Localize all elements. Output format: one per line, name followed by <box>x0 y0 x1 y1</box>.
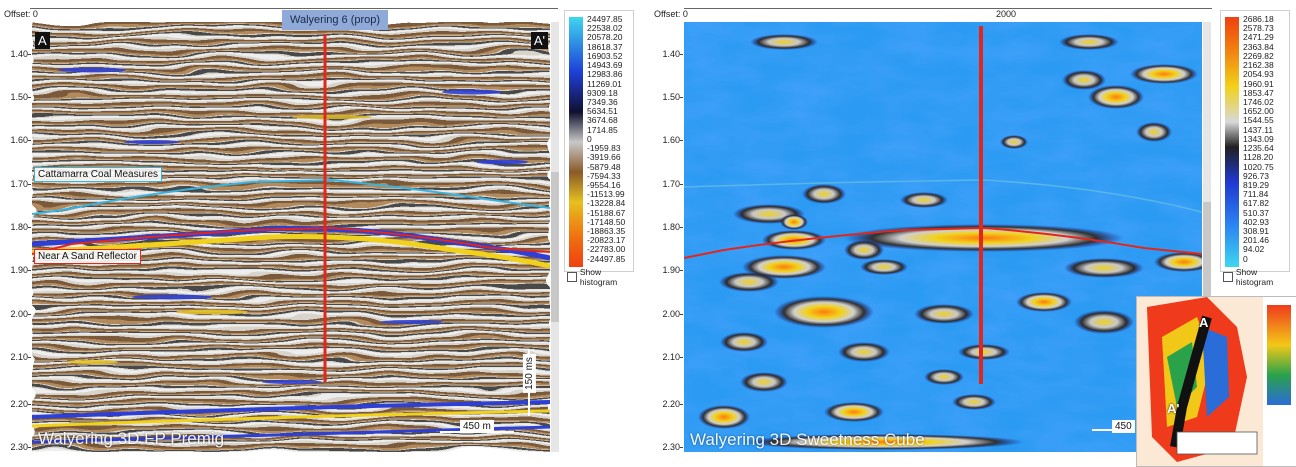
inset-marker-a: A <box>1199 315 1209 330</box>
seismic-image <box>32 22 550 452</box>
y-tick: 1.90 <box>662 265 683 275</box>
horizon-label-near-a-sand: Near A Sand Reflector <box>34 249 141 264</box>
offset-value: 0 <box>32 9 38 19</box>
near-a-sand-horizon <box>684 226 1202 259</box>
left-colorbar-gradient <box>569 17 583 267</box>
right-watermark: Walyering 3D Sweetness Cube <box>690 430 925 449</box>
y-tick: 1.40 <box>662 49 683 59</box>
left-colorbar-labels: 24497.85 22538.02 20578.20 18618.37 16903.5… <box>587 14 626 264</box>
left-seismic-section[interactable]: A A' Cattamarra Coal Measures Near A San… <box>32 22 550 452</box>
left-time-axis: 1.40 1.50 1.60 1.70 1.80 1.90 2.00 2.10 … <box>0 22 31 452</box>
right-offset-readout: Offset: 0 <box>654 8 694 21</box>
y-tick: 1.90 <box>10 265 31 275</box>
inset-location-map: A A' <box>1136 296 1296 467</box>
histogram-checkbox[interactable] <box>1223 272 1233 282</box>
offset-tick: 2000 <box>996 9 1017 19</box>
horizon-label-cattamarra: Cattamarra Coal Measures <box>34 167 163 182</box>
histogram-label: Show histogram <box>579 267 618 287</box>
left-seismic-panel: Offset: 0 1.40 1.50 1.60 1.70 1.80 1.90 … <box>0 0 640 465</box>
y-tick: 1.60 <box>10 135 31 145</box>
y-tick: 1.40 <box>10 49 31 59</box>
offset-label: Offset: <box>4 9 31 19</box>
y-tick: 1.50 <box>662 92 683 102</box>
y-tick: 1.80 <box>10 222 31 232</box>
right-sweetness-panel: Offset: 0 2000 1.40 1.50 1.60 1.70 1.80 … <box>650 0 1296 467</box>
marker-a: A <box>35 32 50 49</box>
y-tick: 2.10 <box>10 352 31 362</box>
y-tick: 2.00 <box>10 309 31 319</box>
histogram-label: Show histogram <box>1235 267 1274 287</box>
sweetness-image <box>684 22 1202 452</box>
y-tick: 2.30 <box>662 442 683 452</box>
y-tick: 2.20 <box>10 399 31 409</box>
horizontal-scale-label: 450 <box>1112 420 1135 433</box>
offset-value: 0 <box>682 9 688 19</box>
y-tick: 2.10 <box>662 352 683 362</box>
inset-map-image <box>1137 297 1291 466</box>
right-sweetness-section[interactable]: Walyering 3D Sweetness Cube 450 <box>684 22 1202 452</box>
right-offset-axis <box>684 8 1212 9</box>
y-tick: 1.80 <box>662 222 683 232</box>
y-tick: 1.70 <box>662 179 683 189</box>
left-show-histogram[interactable]: Show histogram <box>567 267 640 287</box>
right-vertical-scrollbar[interactable] <box>1203 22 1211 452</box>
y-tick: 2.20 <box>662 399 683 409</box>
left-offset-readout: Offset: 0 <box>4 8 44 21</box>
y-tick: 1.70 <box>10 179 31 189</box>
left-watermark: Walyering 3D FP Premig <box>38 429 225 448</box>
left-vertical-scrollbar[interactable] <box>551 22 559 452</box>
left-colorbar: 24497.85 22538.02 20578.20 18618.37 16903.5… <box>564 10 634 272</box>
right-colorbar-labels: 2686.18 2578.73 2471.29 2363.84 2269.82 2162… <box>1243 14 1274 264</box>
y-tick: 1.50 <box>10 92 31 102</box>
cattamarra-horizon <box>684 179 1202 213</box>
inset-marker-a-prime: A' <box>1167 401 1180 416</box>
near-a-sand-horizon <box>32 226 550 255</box>
offset-label: Offset: <box>654 9 681 19</box>
right-time-axis: 1.40 1.50 1.60 1.70 1.80 1.90 2.00 2.10 … <box>652 22 683 452</box>
horizontal-scale-label: 450 m <box>460 420 494 433</box>
vertical-scale-label: 150 ms <box>522 354 536 393</box>
left-offset-axis <box>30 8 558 9</box>
y-tick: 2.00 <box>662 309 683 319</box>
right-show-histogram[interactable]: Show histogram <box>1223 267 1296 287</box>
y-tick: 1.60 <box>662 135 683 145</box>
histogram-checkbox[interactable] <box>567 272 577 282</box>
y-tick: 2.30 <box>10 442 31 452</box>
marker-a-prime: A' <box>530 32 548 49</box>
well-label[interactable]: Walyering 6 (prop) <box>282 10 389 30</box>
right-colorbar-gradient <box>1225 17 1239 267</box>
right-colorbar: 2686.18 2578.73 2471.29 2363.84 2269.82 2162… <box>1220 10 1290 272</box>
cattamarra-horizon <box>32 178 550 215</box>
